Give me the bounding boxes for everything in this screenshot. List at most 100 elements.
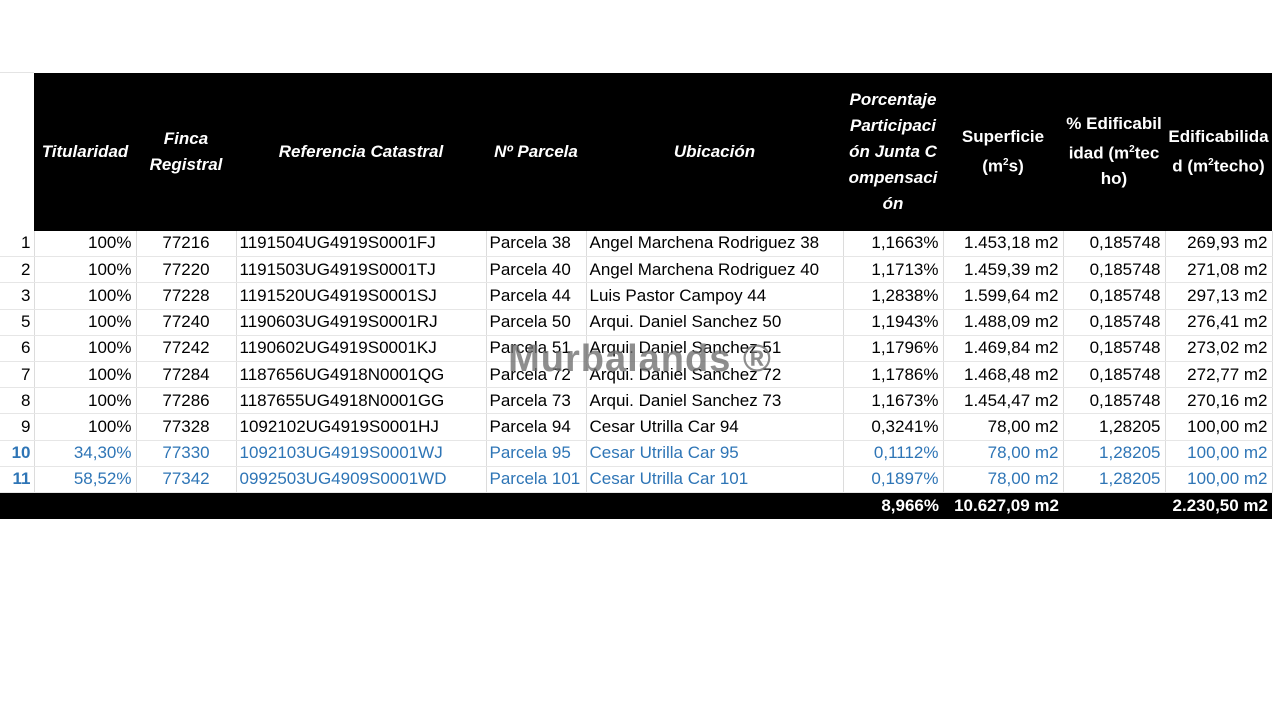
cell-superficie[interactable]: 1.488,09 m2 bbox=[943, 309, 1064, 336]
total-porcentaje[interactable]: 8,966% bbox=[843, 492, 943, 520]
row-number[interactable]: 6 bbox=[0, 335, 35, 362]
row-number[interactable]: 7 bbox=[0, 361, 35, 389]
cell-porcentaje[interactable]: 1,1786% bbox=[843, 361, 944, 389]
cell-finca[interactable]: 77286 bbox=[136, 387, 237, 415]
cell-pct-edificabilidad[interactable]: 0,185748 bbox=[1063, 282, 1166, 310]
cell-porcentaje[interactable]: 0,1897% bbox=[843, 466, 944, 493]
cell-ubicacion[interactable]: Angel Marchena Rodriguez 40 bbox=[586, 256, 844, 284]
cell-finca[interactable]: 77284 bbox=[136, 361, 237, 389]
row-number[interactable]: 8 bbox=[0, 387, 35, 415]
cell-ubicacion[interactable]: Luis Pastor Campoy 44 bbox=[586, 282, 844, 310]
cell-parcela[interactable]: Parcela 51 bbox=[486, 335, 587, 362]
cell-titularidad[interactable]: 34,30% bbox=[34, 440, 137, 467]
total-superficie[interactable]: 10.627,09 m2 bbox=[943, 492, 1063, 520]
row-number[interactable]: 3 bbox=[0, 282, 35, 310]
cell-porcentaje[interactable]: 1,1663% bbox=[843, 230, 944, 258]
cell-pct-edificabilidad[interactable]: 0,185748 bbox=[1063, 256, 1166, 284]
row-number[interactable]: 5 bbox=[0, 309, 35, 336]
cell-pct-edificabilidad[interactable]: 0,185748 bbox=[1063, 361, 1166, 389]
cell-porcentaje[interactable]: 0,1112% bbox=[843, 440, 944, 467]
cell-edificabilidad[interactable]: 100,00 m2 bbox=[1165, 440, 1273, 467]
cell-edificabilidad[interactable]: 272,77 m2 bbox=[1165, 361, 1273, 389]
cell-pct-edificabilidad[interactable]: 0,185748 bbox=[1063, 309, 1166, 336]
cell-titularidad[interactable]: 100% bbox=[34, 387, 137, 415]
table-row[interactable]: 2 100% 77220 1191503UG4919S0001TJ Parcel… bbox=[0, 256, 1273, 284]
cell-edificabilidad[interactable]: 269,93 m2 bbox=[1165, 230, 1273, 258]
header-superficie[interactable]: Superficie (m2s) bbox=[943, 72, 1063, 231]
table-row[interactable]: 8 100% 77286 1187655UG4918N0001GG Parcel… bbox=[0, 387, 1273, 415]
total-edificabilidad[interactable]: 2.230,50 m2 bbox=[1165, 492, 1272, 520]
cell-parcela[interactable]: Parcela 73 bbox=[486, 387, 587, 415]
cell-referencia[interactable]: 1187656UG4918N0001QG bbox=[236, 361, 487, 389]
cell-finca[interactable]: 77342 bbox=[136, 466, 237, 493]
table-row[interactable]: 3 100% 77228 1191520UG4919S0001SJ Parcel… bbox=[0, 282, 1273, 310]
cell-ubicacion[interactable]: Cesar Utrilla Car 101 bbox=[586, 466, 844, 493]
cell-ubicacion[interactable]: Arqui. Daniel Sanchez 51 bbox=[586, 335, 844, 362]
cell-referencia[interactable]: 1190602UG4919S0001KJ bbox=[236, 335, 487, 362]
header-pct-edificabilidad[interactable]: % Edificabilidad (m2techo) bbox=[1063, 72, 1165, 231]
cell-superficie[interactable]: 1.454,47 m2 bbox=[943, 387, 1064, 415]
cell-superficie[interactable]: 1.453,18 m2 bbox=[943, 230, 1064, 258]
cell-parcela[interactable]: Parcela 50 bbox=[486, 309, 587, 336]
cell-referencia[interactable]: 1092103UG4919S0001WJ bbox=[236, 440, 487, 467]
row-number[interactable]: 11 bbox=[0, 466, 35, 493]
table-row[interactable]: 7 100% 77284 1187656UG4918N0001QG Parcel… bbox=[0, 361, 1273, 389]
cell-ubicacion[interactable]: Cesar Utrilla Car 94 bbox=[586, 413, 844, 441]
cell-edificabilidad[interactable]: 100,00 m2 bbox=[1165, 466, 1273, 493]
header-titularidad[interactable]: Titularidad bbox=[34, 72, 136, 231]
row-number[interactable]: 9 bbox=[0, 413, 35, 441]
cell-referencia[interactable]: 1190603UG4919S0001RJ bbox=[236, 309, 487, 336]
row-number[interactable]: 2 bbox=[0, 256, 35, 284]
cell-porcentaje[interactable]: 1,1796% bbox=[843, 335, 944, 362]
row-number[interactable]: 1 bbox=[0, 230, 35, 258]
cell-titularidad[interactable]: 100% bbox=[34, 230, 137, 258]
cell-pct-edificabilidad[interactable]: 1,28205 bbox=[1063, 413, 1166, 441]
cell-pct-edificabilidad[interactable]: 0,185748 bbox=[1063, 230, 1166, 258]
cell-edificabilidad[interactable]: 100,00 m2 bbox=[1165, 413, 1273, 441]
table-row[interactable]: 6 100% 77242 1190602UG4919S0001KJ Parcel… bbox=[0, 335, 1273, 362]
cell-superficie[interactable]: 1.469,84 m2 bbox=[943, 335, 1064, 362]
cell-referencia[interactable]: 1191520UG4919S0001SJ bbox=[236, 282, 487, 310]
cell-parcela[interactable]: Parcela 44 bbox=[486, 282, 587, 310]
cell-edificabilidad[interactable]: 270,16 m2 bbox=[1165, 387, 1273, 415]
cell-parcela[interactable]: Parcela 38 bbox=[486, 230, 587, 258]
cell-edificabilidad[interactable]: 273,02 m2 bbox=[1165, 335, 1273, 362]
cell-edificabilidad[interactable]: 297,13 m2 bbox=[1165, 282, 1273, 310]
cell-edificabilidad[interactable]: 276,41 m2 bbox=[1165, 309, 1273, 336]
table-row[interactable]: 10 34,30% 77330 1092103UG4919S0001WJ Par… bbox=[0, 440, 1273, 467]
cell-ubicacion[interactable]: Arqui. Daniel Sanchez 73 bbox=[586, 387, 844, 415]
cell-titularidad[interactable]: 100% bbox=[34, 335, 137, 362]
cell-referencia[interactable]: 1191503UG4919S0001TJ bbox=[236, 256, 487, 284]
cell-parcela[interactable]: Parcela 101 bbox=[486, 466, 587, 493]
cell-pct-edificabilidad[interactable]: 0,185748 bbox=[1063, 387, 1166, 415]
cell-superficie[interactable]: 78,00 m2 bbox=[943, 440, 1064, 467]
cell-edificabilidad[interactable]: 271,08 m2 bbox=[1165, 256, 1273, 284]
cell-titularidad[interactable]: 100% bbox=[34, 309, 137, 336]
header-parcela[interactable]: Nº Parcela bbox=[486, 72, 586, 231]
cell-ubicacion[interactable]: Arqui. Daniel Sanchez 50 bbox=[586, 309, 844, 336]
cell-finca[interactable]: 77328 bbox=[136, 413, 237, 441]
row-number[interactable]: 10 bbox=[0, 440, 35, 467]
cell-referencia[interactable]: 1191504UG4919S0001FJ bbox=[236, 230, 487, 258]
cell-finca[interactable]: 77242 bbox=[136, 335, 237, 362]
header-edificabilidad[interactable]: Edificabilidad (m2techo) bbox=[1165, 72, 1272, 231]
cell-referencia[interactable]: 1092102UG4919S0001HJ bbox=[236, 413, 487, 441]
cell-porcentaje[interactable]: 1,1713% bbox=[843, 256, 944, 284]
cell-finca[interactable]: 77240 bbox=[136, 309, 237, 336]
cell-porcentaje[interactable]: 1,1943% bbox=[843, 309, 944, 336]
cell-superficie[interactable]: 78,00 m2 bbox=[943, 413, 1064, 441]
cell-finca[interactable]: 77220 bbox=[136, 256, 237, 284]
header-ubicacion[interactable]: Ubicación bbox=[586, 72, 843, 231]
cell-superficie[interactable]: 1.468,48 m2 bbox=[943, 361, 1064, 389]
table-row[interactable]: 11 58,52% 77342 0992503UG4909S0001WD Par… bbox=[0, 466, 1273, 493]
cell-superficie[interactable]: 1.599,64 m2 bbox=[943, 282, 1064, 310]
cell-ubicacion[interactable]: Cesar Utrilla Car 95 bbox=[586, 440, 844, 467]
cell-finca[interactable]: 77216 bbox=[136, 230, 237, 258]
cell-parcela[interactable]: Parcela 94 bbox=[486, 413, 587, 441]
cell-finca[interactable]: 77228 bbox=[136, 282, 237, 310]
table-row[interactable]: 9 100% 77328 1092102UG4919S0001HJ Parcel… bbox=[0, 413, 1273, 441]
cell-parcela[interactable]: Parcela 72 bbox=[486, 361, 587, 389]
cell-finca[interactable]: 77330 bbox=[136, 440, 237, 467]
cell-titularidad[interactable]: 100% bbox=[34, 413, 137, 441]
cell-pct-edificabilidad[interactable]: 1,28205 bbox=[1063, 466, 1166, 493]
